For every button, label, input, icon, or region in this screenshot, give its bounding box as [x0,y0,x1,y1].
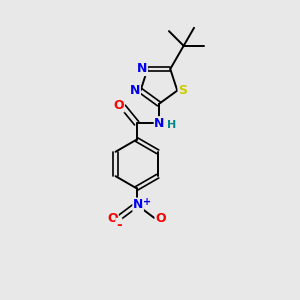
Text: O: O [155,212,166,225]
Text: +: + [143,197,151,207]
Text: O: O [113,99,124,112]
Text: N: N [137,62,147,76]
Text: H: H [167,120,176,130]
Text: N: N [133,198,143,211]
Text: N: N [130,84,140,97]
Text: -: - [116,218,122,233]
Text: S: S [178,84,187,97]
Text: N: N [154,117,165,130]
Text: O: O [107,212,118,225]
